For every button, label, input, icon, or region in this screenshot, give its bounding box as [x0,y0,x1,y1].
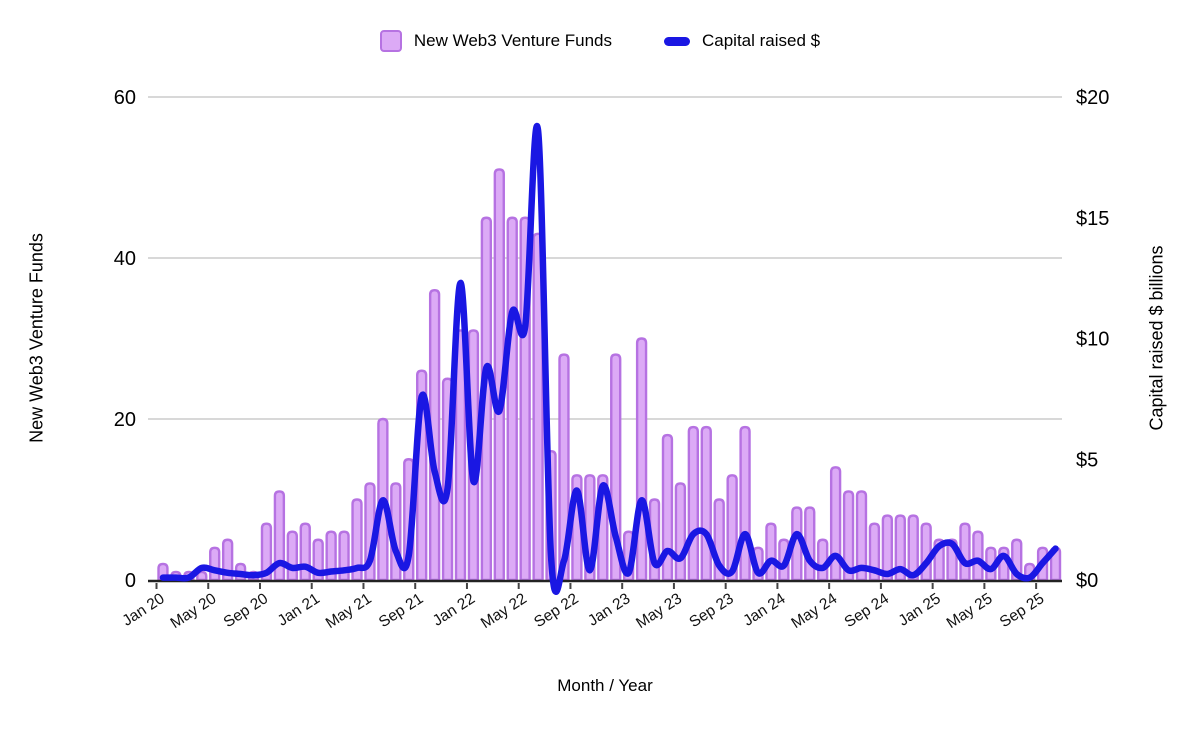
legend-item-bars: New Web3 Venture Funds [379,30,612,52]
right-axis-tick-label: $10 [1076,329,1109,351]
x-axis-tick-label: May 23 [633,590,685,632]
x-axis-tick-label: Sep 21 [376,590,426,631]
x-axis-tick-label: Jan 22 [430,590,478,630]
right-axis-tick-label: $20 [1076,87,1109,109]
legend-item-line: Capital raised $ [664,31,820,51]
x-axis-tick-label: May 25 [944,590,996,632]
x-axis-tick-label: Sep 25 [997,590,1047,631]
bar-Dec-23[interactable] [765,522,777,582]
bar-Oct-24[interactable] [894,514,906,582]
bar-Mar-22[interactable] [493,168,505,582]
right-axis-tick-label: $5 [1076,449,1098,471]
bar-Mar-25[interactable] [959,522,971,582]
bar-Jun-24[interactable] [842,490,855,582]
left-axis-tick-label: 60 [114,87,136,109]
x-axis-tick-label: Jan 23 [585,590,633,630]
x-axis-tick-label: May 22 [478,590,530,632]
bar-Jun-23[interactable] [687,425,699,582]
bar-Sep-23[interactable] [726,474,738,582]
bar-Nov-24[interactable] [907,514,919,582]
x-axis-tick-label: Jan 21 [275,590,323,630]
x-axis-tick-label: Sep 20 [221,590,272,631]
legend-bars-label: New Web3 Venture Funds [413,31,612,50]
bar-Sep-20[interactable] [260,522,273,582]
x-axis-tick-label: Sep 24 [842,590,893,631]
bar-May-24[interactable] [829,466,842,582]
capital-raised-line[interactable] [159,123,1059,595]
bar-May-23[interactable] [674,482,687,582]
bar-Apr-22[interactable] [506,216,518,582]
bar-Apr-23[interactable] [661,433,674,582]
bar-Sep-24[interactable] [881,514,894,582]
line-series-swatch-icon [664,36,690,46]
right-axis-tick-label: $15 [1076,208,1109,230]
bar-series-swatch-icon [379,30,402,52]
bar-Aug-24[interactable] [868,522,881,582]
x-axis-tick-label: Jan 25 [896,590,944,630]
bar-Jul-23[interactable] [700,425,712,582]
legend-line-label: Capital raised $ [702,31,821,50]
x-axis-tick-label: Jan 20 [119,590,168,630]
x-axis-tick-label: May 20 [168,590,220,632]
bar-Oct-23[interactable] [739,425,751,582]
bar-Nov-20[interactable] [286,530,298,582]
left-axis-tick-label: 20 [114,409,136,431]
bar-Apr-24[interactable] [817,538,829,582]
bar-May-20[interactable] [209,546,221,582]
bar-Oct-21[interactable] [428,289,441,582]
left-axis-tick-label: 40 [114,248,136,270]
bar-Aug-22[interactable] [558,353,570,582]
x-axis-tick-label: Sep 23 [686,590,736,631]
bar-Mar-24[interactable] [804,506,816,582]
x-axis-tick-label: Sep 22 [531,590,581,631]
bar-Feb-21[interactable] [325,530,337,582]
x-axis-tick-label: Jan 24 [740,590,789,630]
bar-Oct-20[interactable] [273,490,286,582]
x-axis-title: Month / Year [557,676,653,695]
bar-Feb-23[interactable] [635,337,648,582]
bar-Feb-24[interactable] [791,506,803,582]
x-axis-tick-label: May 21 [323,590,375,632]
chart-legend: New Web3 Venture Funds Capital raised $ [0,28,1200,54]
left-axis-tick-label: 0 [125,570,136,592]
bar-Apr-21[interactable] [351,498,363,582]
bar-Apr-25[interactable] [972,530,984,582]
bar-Dec-20[interactable] [299,522,311,582]
right-axis-tick-label: $0 [1076,570,1098,592]
bar-Jul-24[interactable] [855,490,868,582]
x-axis-tick-label: May 24 [788,590,840,632]
bar-Feb-22[interactable] [480,216,493,582]
